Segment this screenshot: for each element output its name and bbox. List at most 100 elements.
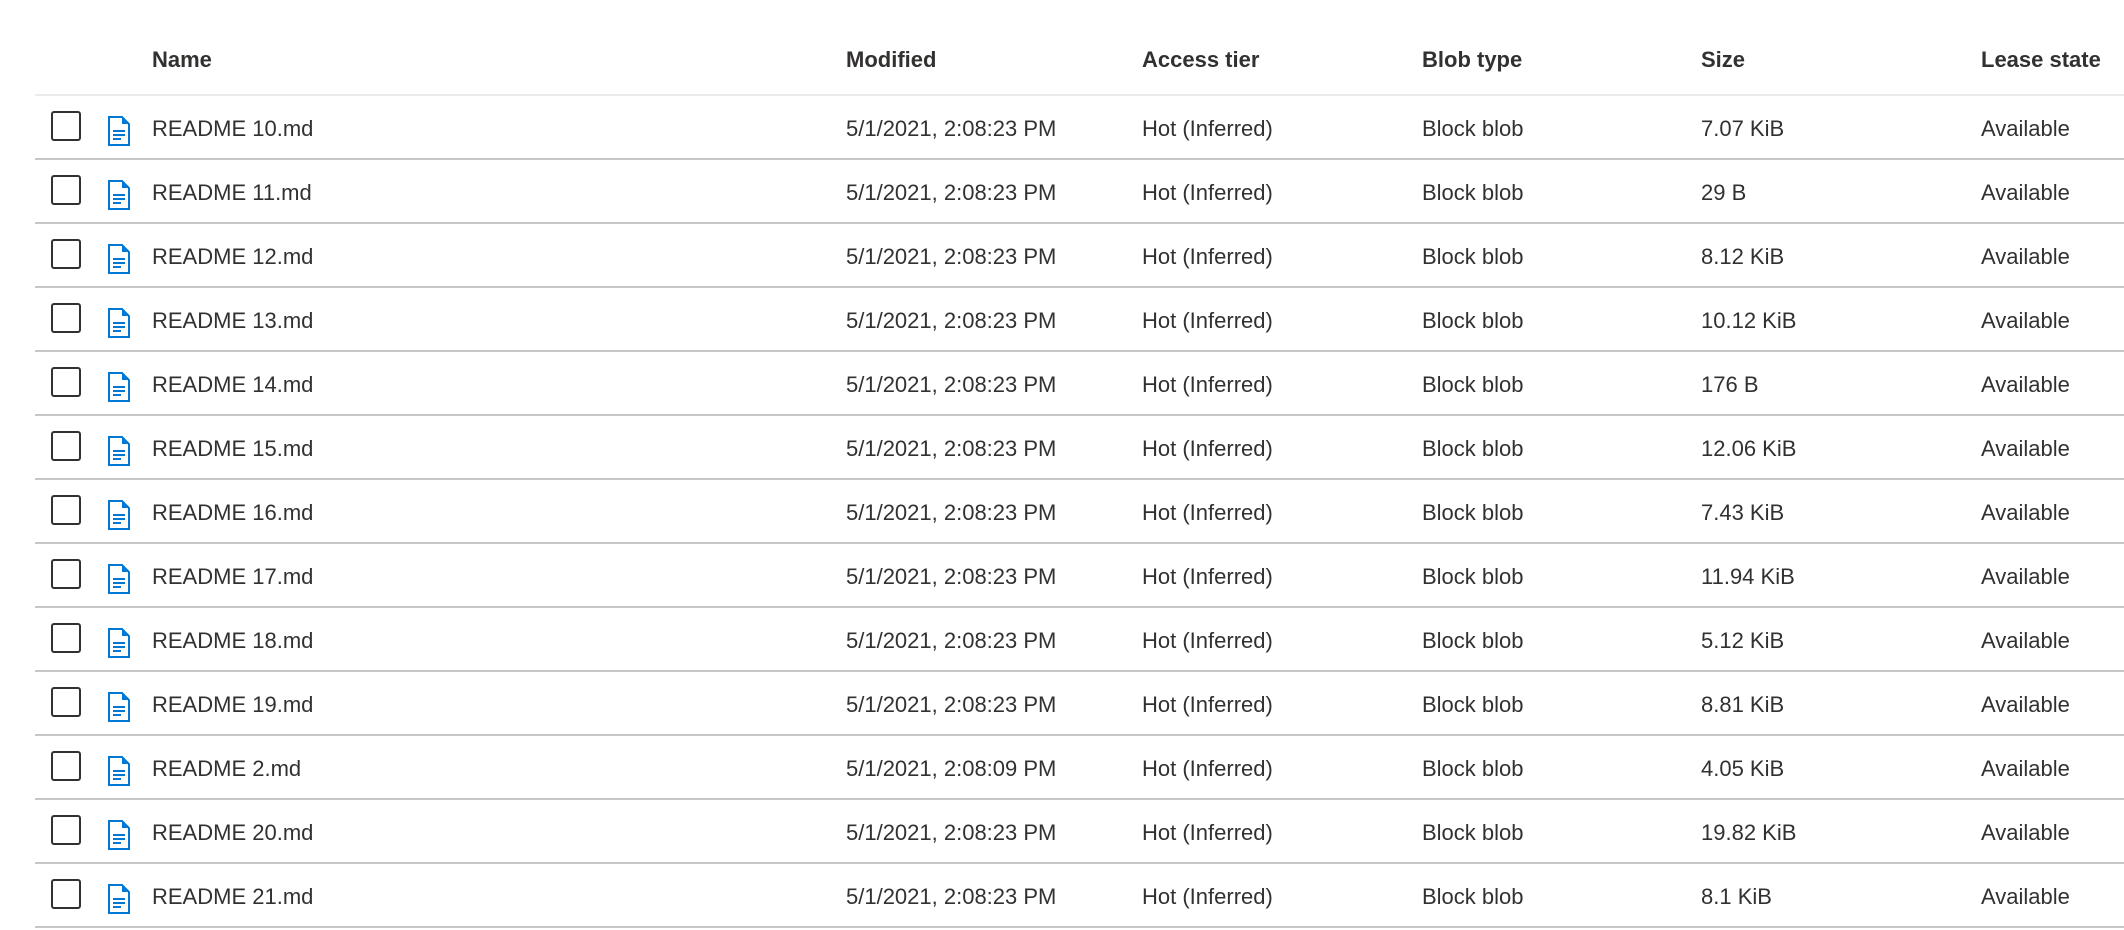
blob-size: 8.81 KiB bbox=[1701, 692, 1785, 717]
blob-rows: README 10.md 5/1/2021, 2:08:23 PM Hot (Inf… bbox=[35, 96, 2124, 928]
table-row[interactable]: README 21.md 5/1/2021, 2:08:23 PM Hot (Inf… bbox=[35, 864, 2124, 928]
lease-state: Available bbox=[1981, 500, 2070, 525]
modified-date: 5/1/2021, 2:08:23 PM bbox=[846, 116, 1057, 141]
table-row[interactable]: README 2.md 5/1/2021, 2:08:09 PM Hot (Infe… bbox=[35, 736, 2124, 800]
blob-type: Block blob bbox=[1422, 180, 1524, 205]
modified-date: 5/1/2021, 2:08:23 PM bbox=[846, 884, 1057, 909]
row-checkbox[interactable] bbox=[51, 303, 81, 333]
modified-date: 5/1/2021, 2:08:23 PM bbox=[846, 692, 1057, 717]
lease-state: Available bbox=[1981, 692, 2070, 717]
blob-size: 8.12 KiB bbox=[1701, 244, 1785, 269]
modified-date: 5/1/2021, 2:08:23 PM bbox=[846, 564, 1057, 589]
table-row[interactable]: README 11.md 5/1/2021, 2:08:23 PM Hot (Inf… bbox=[35, 160, 2124, 224]
modified-date: 5/1/2021, 2:08:09 PM bbox=[846, 756, 1057, 781]
blob-list: Name Modified Access tier Blob type Size… bbox=[35, 0, 2124, 928]
blob-name[interactable]: README 21.md bbox=[152, 884, 314, 909]
modified-date: 5/1/2021, 2:08:23 PM bbox=[846, 372, 1057, 397]
file-icon bbox=[108, 692, 130, 722]
file-icon bbox=[108, 372, 130, 402]
file-icon bbox=[108, 820, 130, 850]
file-icon bbox=[108, 628, 130, 658]
row-checkbox[interactable] bbox=[51, 559, 81, 589]
blob-type: Block blob bbox=[1422, 116, 1524, 141]
row-checkbox[interactable] bbox=[51, 111, 81, 141]
lease-state: Available bbox=[1981, 372, 2070, 397]
access-tier: Hot (Inferred) bbox=[1142, 500, 1273, 525]
access-tier: Hot (Inferred) bbox=[1142, 884, 1273, 909]
blob-name[interactable]: README 15.md bbox=[152, 436, 314, 461]
lease-state: Available bbox=[1981, 308, 2070, 333]
access-tier: Hot (Inferred) bbox=[1142, 692, 1273, 717]
table-row[interactable]: README 10.md 5/1/2021, 2:08:23 PM Hot (Inf… bbox=[35, 96, 2124, 160]
blob-name[interactable]: README 12.md bbox=[152, 244, 314, 269]
file-icon bbox=[108, 116, 130, 146]
file-icon bbox=[108, 308, 130, 338]
row-checkbox[interactable] bbox=[51, 495, 81, 525]
file-icon bbox=[108, 884, 130, 914]
lease-state: Available bbox=[1981, 180, 2070, 205]
table-row[interactable]: README 16.md 5/1/2021, 2:08:23 PM Hot (Inf… bbox=[35, 480, 2124, 544]
row-checkbox[interactable] bbox=[51, 239, 81, 269]
blob-size: 7.07 KiB bbox=[1701, 116, 1785, 141]
lease-state: Available bbox=[1981, 628, 2070, 653]
table-row[interactable]: README 17.md 5/1/2021, 2:08:23 PM Hot (Inf… bbox=[35, 544, 2124, 608]
blob-type: Block blob bbox=[1422, 884, 1524, 909]
table-row[interactable]: README 13.md 5/1/2021, 2:08:23 PM Hot (Inf… bbox=[35, 288, 2124, 352]
file-icon bbox=[108, 500, 130, 530]
table-row[interactable]: README 19.md 5/1/2021, 2:08:23 PM Hot (Inf… bbox=[35, 672, 2124, 736]
lease-state: Available bbox=[1981, 436, 2070, 461]
column-header-blob-type[interactable]: Blob type bbox=[1422, 47, 1523, 72]
lease-state: Available bbox=[1981, 820, 2070, 845]
row-checkbox[interactable] bbox=[51, 815, 81, 845]
blob-type: Block blob bbox=[1422, 820, 1524, 845]
column-header-name[interactable]: Name bbox=[152, 47, 212, 72]
blob-name[interactable]: README 13.md bbox=[152, 308, 314, 333]
table-row[interactable]: README 12.md 5/1/2021, 2:08:23 PM Hot (Inf… bbox=[35, 224, 2124, 288]
row-checkbox[interactable] bbox=[51, 687, 81, 717]
blob-name[interactable]: README 16.md bbox=[152, 500, 314, 525]
blob-name[interactable]: README 18.md bbox=[152, 628, 314, 653]
row-checkbox[interactable] bbox=[51, 175, 81, 205]
blob-name[interactable]: README 17.md bbox=[152, 564, 314, 589]
column-header-lease-state[interactable]: Lease state bbox=[1981, 47, 2101, 72]
blob-type: Block blob bbox=[1422, 756, 1524, 781]
column-header-row: Name Modified Access tier Blob type Size… bbox=[35, 0, 2124, 96]
blob-name[interactable]: README 20.md bbox=[152, 820, 314, 845]
modified-date: 5/1/2021, 2:08:23 PM bbox=[846, 244, 1057, 269]
access-tier: Hot (Inferred) bbox=[1142, 564, 1273, 589]
modified-date: 5/1/2021, 2:08:23 PM bbox=[846, 308, 1057, 333]
file-icon bbox=[108, 756, 130, 786]
blob-name[interactable]: README 14.md bbox=[152, 372, 314, 397]
column-header-size[interactable]: Size bbox=[1701, 47, 1746, 72]
row-checkbox[interactable] bbox=[51, 879, 81, 909]
access-tier: Hot (Inferred) bbox=[1142, 308, 1273, 333]
file-icon bbox=[108, 244, 130, 274]
blob-size: 7.43 KiB bbox=[1701, 500, 1785, 525]
blob-name[interactable]: README 2.md bbox=[152, 756, 302, 781]
blob-name[interactable]: README 11.md bbox=[152, 180, 312, 205]
blob-size: 5.12 KiB bbox=[1701, 628, 1785, 653]
access-tier: Hot (Inferred) bbox=[1142, 436, 1273, 461]
file-icon bbox=[108, 436, 130, 466]
lease-state: Available bbox=[1981, 564, 2070, 589]
table-row[interactable]: README 20.md 5/1/2021, 2:08:23 PM Hot (Inf… bbox=[35, 800, 2124, 864]
blob-name[interactable]: README 19.md bbox=[152, 692, 314, 717]
blob-type: Block blob bbox=[1422, 692, 1524, 717]
row-checkbox[interactable] bbox=[51, 367, 81, 397]
table-row[interactable]: README 15.md 5/1/2021, 2:08:23 PM Hot (Inf… bbox=[35, 416, 2124, 480]
row-checkbox[interactable] bbox=[51, 751, 81, 781]
column-header-access-tier[interactable]: Access tier bbox=[1142, 47, 1260, 72]
lease-state: Available bbox=[1981, 244, 2070, 269]
table-row[interactable]: README 18.md 5/1/2021, 2:08:23 PM Hot (Inf… bbox=[35, 608, 2124, 672]
row-checkbox[interactable] bbox=[51, 623, 81, 653]
modified-date: 5/1/2021, 2:08:23 PM bbox=[846, 628, 1057, 653]
blob-name[interactable]: README 10.md bbox=[152, 116, 314, 141]
access-tier: Hot (Inferred) bbox=[1142, 372, 1273, 397]
lease-state: Available bbox=[1981, 884, 2070, 909]
table-row[interactable]: README 14.md 5/1/2021, 2:08:23 PM Hot (Inf… bbox=[35, 352, 2124, 416]
blob-type: Block blob bbox=[1422, 628, 1524, 653]
column-header-modified[interactable]: Modified bbox=[846, 47, 937, 72]
row-checkbox[interactable] bbox=[51, 431, 81, 461]
blob-size: 176 B bbox=[1701, 372, 1759, 397]
modified-date: 5/1/2021, 2:08:23 PM bbox=[846, 500, 1057, 525]
